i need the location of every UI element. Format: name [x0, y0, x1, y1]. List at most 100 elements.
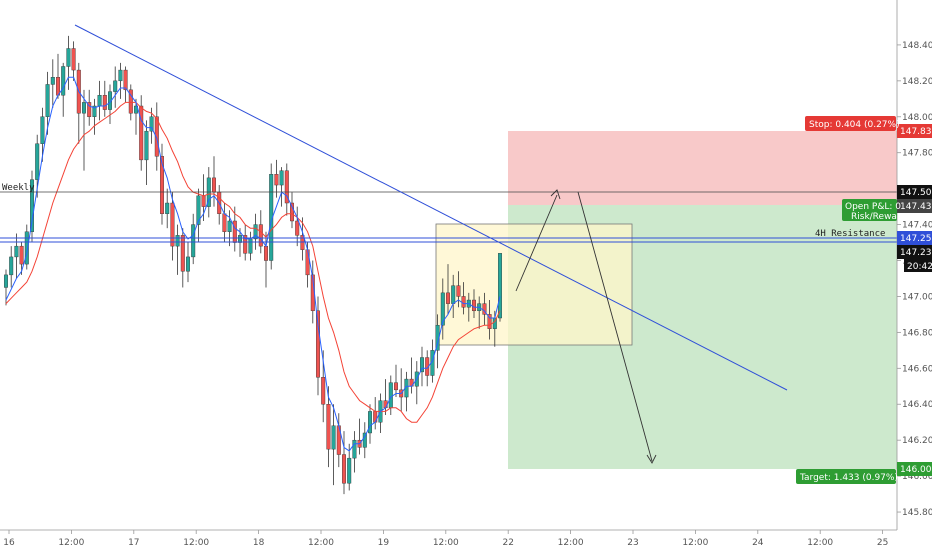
candle	[446, 264, 451, 315]
candle	[487, 300, 492, 340]
candle	[222, 203, 227, 243]
candle	[76, 62, 81, 144]
candle	[9, 246, 14, 288]
time-tick-label: 16	[3, 538, 15, 548]
svg-text:147.250: 147.250	[900, 234, 932, 244]
price-tick-label: 146.200	[902, 436, 932, 446]
time-tick-label: 18	[253, 538, 265, 548]
time-tick-label: 12:00	[183, 538, 209, 548]
candle	[399, 368, 404, 412]
price-tick-label: 146.600	[902, 364, 932, 374]
candle	[253, 213, 258, 250]
candle	[300, 217, 305, 261]
price-tick-label: 148.200	[902, 77, 932, 87]
candle	[373, 397, 378, 430]
open-pnl-label[interactable]: Open P&L: 0 Risk/Rewa	[842, 199, 901, 222]
candle	[185, 242, 190, 283]
svg-text:20:42: 20:42	[907, 262, 932, 272]
weekly-level-label: Weekly	[2, 183, 35, 193]
candle	[357, 418, 362, 455]
stop-price-tag: 147.837	[897, 124, 932, 138]
price-tick-label: 148.400	[902, 41, 932, 51]
candle	[243, 224, 248, 261]
candle	[61, 62, 66, 117]
time-tick-label: 19	[378, 538, 390, 548]
candle	[274, 159, 279, 198]
candle	[175, 224, 180, 275]
time-tick-label: 25	[877, 538, 888, 548]
candle	[331, 404, 336, 486]
candle	[3, 269, 8, 306]
candle	[347, 443, 352, 491]
candle	[50, 59, 55, 108]
candle	[498, 253, 503, 322]
time-tick-label: 12:00	[558, 538, 584, 548]
candles-layer	[3, 35, 503, 495]
candle	[87, 89, 92, 126]
candle	[154, 102, 159, 171]
svg-text:Target: 1.433 (0.97%): Target: 1.433 (0.97%)	[799, 473, 898, 483]
entry-price-tag: 147.433	[897, 199, 932, 213]
svg-text:147.500: 147.500	[900, 188, 932, 198]
price-tick-label: 146.800	[902, 328, 932, 338]
target-price-tag: 146.000	[897, 462, 932, 476]
svg-text:Risk/Rewa: Risk/Rewa	[851, 212, 897, 222]
candle	[394, 364, 399, 398]
candle	[159, 143, 164, 225]
time-tick-label: 12:00	[58, 538, 84, 548]
price-tick-label: 146.000	[902, 472, 932, 482]
candle	[383, 379, 388, 416]
resistance-price-tag: 147.250	[897, 231, 932, 245]
candle	[342, 431, 347, 495]
candle	[237, 228, 242, 257]
candle	[295, 206, 300, 247]
candle	[227, 210, 232, 247]
svg-text:147.235: 147.235	[900, 248, 932, 258]
price-tick-label: 147.800	[902, 149, 932, 159]
price-tick-label: 147.000	[902, 292, 932, 302]
candle	[352, 431, 357, 473]
candle	[290, 192, 295, 229]
candle	[118, 62, 123, 99]
time-tick-label: 24	[752, 538, 764, 548]
price-tick-label: 145.800	[902, 508, 932, 518]
svg-text:146.000: 146.000	[900, 465, 932, 475]
candle	[362, 422, 367, 459]
candle	[165, 188, 170, 229]
blue-moving-average	[5, 76, 501, 452]
candle	[40, 107, 45, 162]
candle	[71, 41, 76, 81]
time-axis-ticks: 16 12:00 17 12:00 18 12:00 19 12:00 22 12:00 23 12:…	[3, 530, 888, 548]
candle	[102, 80, 107, 117]
time-tick-label: 12:00	[308, 538, 334, 548]
candle	[123, 66, 128, 103]
target-label[interactable]: Target: 1.433 (0.97%)	[796, 469, 898, 484]
candle	[45, 71, 50, 135]
candle	[19, 242, 24, 275]
time-tick-label: 17	[128, 538, 139, 548]
candle	[24, 224, 29, 270]
candle	[92, 98, 97, 135]
candle	[248, 231, 253, 261]
candle	[30, 170, 35, 243]
red-moving-average	[5, 101, 501, 423]
time-tick-label: 23	[627, 538, 638, 548]
stop-label[interactable]: Stop: 0.404 (0.27%)	[805, 116, 900, 131]
candle	[97, 80, 102, 121]
candle	[440, 278, 445, 340]
candle	[316, 296, 321, 396]
candle	[107, 84, 112, 124]
candle	[66, 35, 71, 90]
resistance-label: 4H Resistance	[815, 229, 885, 239]
time-tick-label: 22	[502, 538, 513, 548]
candle	[56, 53, 61, 99]
stop-zone	[508, 131, 897, 205]
candle	[404, 371, 409, 412]
candle	[368, 404, 373, 444]
projection-arrows	[515, 189, 657, 464]
candle	[420, 346, 425, 387]
candle	[144, 120, 149, 186]
candle	[191, 213, 196, 265]
svg-text:Stop: 0.404 (0.27%): Stop: 0.404 (0.27%)	[809, 120, 900, 130]
